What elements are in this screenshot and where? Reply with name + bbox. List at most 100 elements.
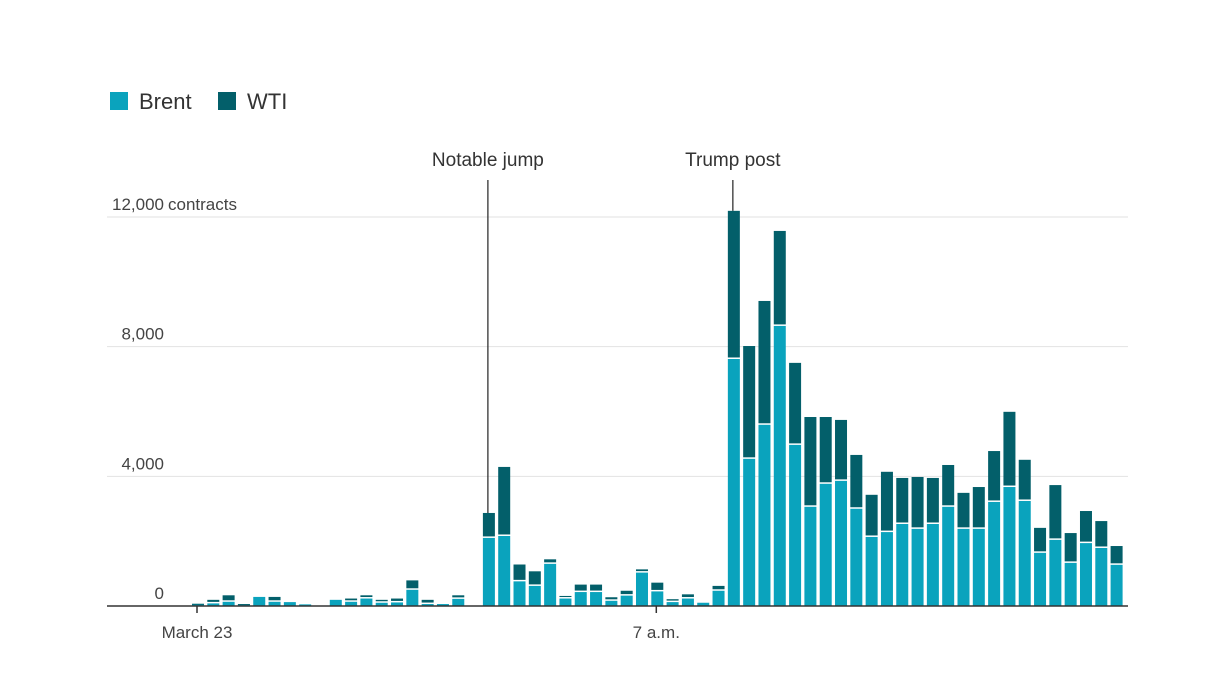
bar-brent [911,528,924,606]
bar-wti [421,599,434,603]
bar-brent [988,501,1001,606]
bar-brent [406,589,419,606]
bar-wti [850,454,863,508]
bar-wti [574,584,587,591]
bar-wti [942,464,955,506]
bar-brent [544,563,557,606]
bar-brent [620,595,633,606]
bar-brent [391,602,404,606]
bar-wti [804,417,817,506]
bar-wti [972,487,985,528]
annotation-label: Trump post [685,150,781,171]
bar-wti [345,598,358,601]
bar-wti [482,512,495,537]
bar-brent [835,480,848,606]
x-tick-label: March 23 [162,623,233,642]
bar-brent [1095,547,1108,606]
bar-brent [896,523,909,606]
bar-brent [1110,564,1123,606]
bar-brent [605,600,618,606]
y-tick-label: 0 [155,584,164,603]
bar-wti [896,477,909,523]
bar-wti [528,571,541,585]
bar-brent [1034,552,1047,606]
legend: Brent WTI [110,89,287,114]
bar-wti [207,599,220,602]
bar-brent [666,602,679,606]
bar-wti [590,584,603,591]
bar-wti [743,346,756,458]
bar-brent [498,535,511,606]
bar-brent [773,325,786,606]
bar-brent [268,601,281,606]
bar-brent [375,602,388,606]
bar-brent [345,601,358,606]
y-tick-label: 12,000 [112,195,164,214]
bar-brent [482,537,495,606]
y-tick-label: 4,000 [121,454,164,473]
y-unit-label: contracts [168,195,237,214]
bar-wti [957,492,970,528]
bar-wti [681,594,694,598]
bar-brent [850,508,863,606]
bar-wti [789,362,802,444]
bar-brent [436,604,449,606]
bar-wti [727,210,740,358]
bar-wti [1034,527,1047,552]
bar-wti [926,477,939,523]
bar-brent [329,599,342,606]
bar-wti [375,599,388,602]
annotation-label: Notable jump [432,150,544,171]
bar-wti [835,419,848,480]
bar-brent [1003,487,1016,606]
bar-brent [283,602,296,606]
bar-wti [819,417,832,483]
bar-brent [635,572,648,606]
bar-wti [911,476,924,528]
bar-wti [452,595,465,598]
bar-wti [1095,521,1108,547]
x-tick-label: 7 a.m. [633,623,680,642]
bar-wti [1064,533,1077,562]
legend-swatch-brent [110,92,128,110]
bar-brent [1064,562,1077,606]
bar-wti [1018,459,1031,500]
bar-brent [360,598,373,606]
bar-brent [681,598,694,606]
bar-wti [1110,546,1123,564]
bar-wti [880,471,893,531]
bar-wti [1003,411,1016,486]
bar-brent [528,585,541,606]
legend-label-brent: Brent [139,89,192,114]
bar-wti [1079,511,1092,542]
bar-brent [237,604,250,606]
bar-wti [192,603,204,605]
y-tick-label: 8,000 [121,325,164,344]
bar-brent [865,536,878,606]
bar-brent [712,590,725,606]
bar-wti [268,596,281,601]
bar-wti [222,595,235,601]
bar-brent [942,506,955,606]
bar-brent [192,604,204,606]
bar-wti [391,598,404,601]
bar-brent [789,444,802,606]
bar-brent [972,528,985,606]
bar-wti [513,564,526,580]
bar-wti [559,595,572,598]
bar-wti [635,569,648,572]
bar-brent [222,601,235,606]
bar-wti [1049,485,1062,539]
bar-brent [253,596,266,606]
bar-wti [712,585,725,590]
bar-brent [651,591,664,606]
bar-brent [804,506,817,606]
bar-brent [299,604,312,606]
bar-brent [452,598,465,606]
legend-label-wti: WTI [247,89,287,114]
bar-brent [926,523,939,606]
bar-brent [207,603,220,606]
bar-brent [758,424,771,606]
bar-brent [743,458,756,606]
